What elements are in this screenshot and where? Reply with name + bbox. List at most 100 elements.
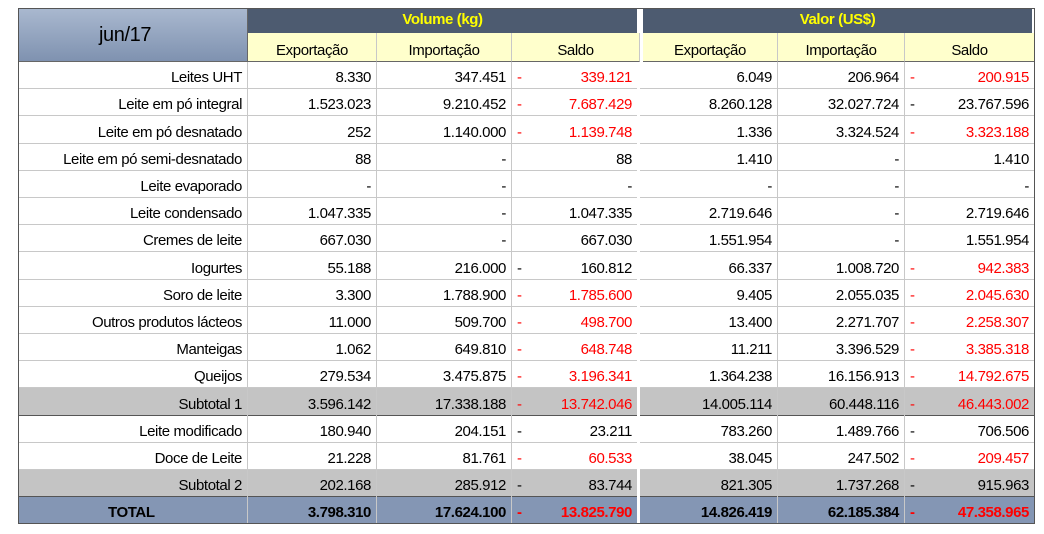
sign: - <box>517 69 522 87</box>
row-label: Doce de Leite <box>18 442 248 470</box>
cell: 339.121 <box>512 62 640 90</box>
cell: - <box>778 143 905 171</box>
cell: 1.008.720 <box>778 252 905 280</box>
row-label: Leite condensado <box>18 198 248 226</box>
row-label: Leites UHT <box>18 62 248 90</box>
row-background <box>18 306 1035 334</box>
cell: 216.000 <box>377 252 512 280</box>
sign: - <box>517 313 522 331</box>
sign: - <box>517 286 522 304</box>
cell: 1.062 <box>248 334 377 362</box>
cell: 3.300 <box>248 279 377 307</box>
cell: - <box>248 170 377 198</box>
cell: 1.737.268 <box>778 470 905 498</box>
row-label: Iogurtes <box>18 252 248 280</box>
row-label: TOTAL <box>18 497 248 525</box>
row-background <box>18 116 1035 144</box>
cell: 81.761 <box>377 442 512 470</box>
sign: - <box>517 395 522 413</box>
cell: 83.744 <box>512 470 640 498</box>
row-background <box>18 470 1035 498</box>
cell: 1.551.954 <box>905 225 1035 253</box>
cell: - <box>377 198 512 226</box>
sign: - <box>910 368 915 386</box>
cell: 1.139.748 <box>512 116 640 144</box>
row-background <box>18 442 1035 470</box>
group-header: Volume (kg) <box>248 8 640 33</box>
sign: - <box>517 422 522 440</box>
sign: - <box>910 96 915 114</box>
cell: 60.533 <box>512 442 640 470</box>
cell: 3.196.341 <box>512 361 640 389</box>
cell: 783.260 <box>643 415 778 443</box>
cell: 60.448.116 <box>778 388 905 416</box>
row-background <box>18 89 1035 117</box>
cell: 11.000 <box>248 306 377 334</box>
cell: 206.964 <box>778 62 905 90</box>
sign: - <box>910 341 915 359</box>
row-background <box>18 388 1035 416</box>
cell: 88 <box>248 143 377 171</box>
cell: 1.410 <box>905 143 1035 171</box>
cell: 667.030 <box>512 225 640 253</box>
cell: 21.228 <box>248 442 377 470</box>
cell: 648.748 <box>512 334 640 362</box>
cell: 2.719.646 <box>643 198 778 226</box>
cell: 1.788.900 <box>377 279 512 307</box>
cell: 180.940 <box>248 415 377 443</box>
cell: 55.188 <box>248 252 377 280</box>
sign: - <box>517 449 522 467</box>
row-background <box>18 143 1035 171</box>
cell: 160.812 <box>512 252 640 280</box>
cell: 204.151 <box>377 415 512 443</box>
cell: 1.364.238 <box>643 361 778 389</box>
cell: 1.410 <box>643 143 778 171</box>
cell: 1.336 <box>643 116 778 144</box>
sign: - <box>910 395 915 413</box>
row-background <box>18 198 1035 226</box>
sign: - <box>910 504 915 522</box>
row-label: Outros produtos lácteos <box>18 306 248 334</box>
cell: 279.534 <box>248 361 377 389</box>
row-background <box>18 225 1035 253</box>
sign: - <box>910 123 915 141</box>
cell: 821.305 <box>643 470 778 498</box>
column-header: Importação <box>377 33 512 62</box>
cell: 1.551.954 <box>643 225 778 253</box>
column-header: Importação <box>778 33 905 62</box>
group-header: Valor (US$) <box>643 8 1035 33</box>
cell: 14.826.419 <box>643 497 778 525</box>
cell: 3.324.524 <box>778 116 905 144</box>
cell: 247.502 <box>778 442 905 470</box>
cell: 38.045 <box>643 442 778 470</box>
row-label: Leite em pó integral <box>18 89 248 117</box>
cell: 66.337 <box>643 252 778 280</box>
row-label: Leite em pó semi-desnatado <box>18 143 248 171</box>
cell: 1.047.335 <box>512 198 640 226</box>
cell: 62.185.384 <box>778 497 905 525</box>
row-background <box>18 279 1035 307</box>
cell: 14.005.114 <box>643 388 778 416</box>
row-label: Leite em pó desnatado <box>18 116 248 144</box>
row-label: Soro de leite <box>18 279 248 307</box>
cell: 498.700 <box>512 306 640 334</box>
cell: 2.271.707 <box>778 306 905 334</box>
cell: 17.338.188 <box>377 388 512 416</box>
cell: 8.260.128 <box>643 89 778 117</box>
row-background <box>18 415 1035 443</box>
cell: - <box>377 143 512 171</box>
sign: - <box>910 477 915 495</box>
row-background <box>18 252 1035 280</box>
cell: 347.451 <box>377 62 512 90</box>
sign: - <box>517 259 522 277</box>
sign: - <box>517 477 522 495</box>
cell: 9.405 <box>643 279 778 307</box>
row-label: Manteigas <box>18 334 248 362</box>
sign: - <box>910 286 915 304</box>
cell: - <box>778 225 905 253</box>
cell: 509.700 <box>377 306 512 334</box>
cell: 7.687.429 <box>512 89 640 117</box>
cell: 649.810 <box>377 334 512 362</box>
cell: 202.168 <box>248 470 377 498</box>
